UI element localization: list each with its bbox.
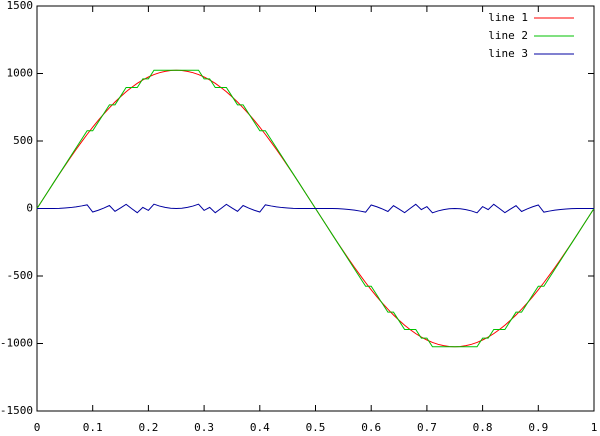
x-tick-label: 0.8 <box>473 421 493 434</box>
y-tick-label: 1000 <box>7 67 34 80</box>
legend-label: line 1 <box>488 11 528 24</box>
x-tick-label: 0.4 <box>250 421 270 434</box>
y-tick-label: 1500 <box>7 0 34 12</box>
series-line <box>37 203 594 214</box>
x-tick-label: 0.9 <box>528 421 548 434</box>
legend-label: line 3 <box>488 47 528 60</box>
y-tick-label: -500 <box>7 269 34 282</box>
y-tick-label: -1500 <box>0 404 33 417</box>
x-tick-label: 0.7 <box>417 421 437 434</box>
x-tick-label: 0.1 <box>83 421 103 434</box>
x-tick-label: 1 <box>591 421 598 434</box>
y-tick-label: 0 <box>26 202 33 215</box>
y-tick-label: 500 <box>13 134 33 147</box>
x-tick-label: 0.6 <box>361 421 381 434</box>
x-tick-label: 0 <box>34 421 41 434</box>
legend-label: line 2 <box>488 29 528 42</box>
x-tick-label: 0.2 <box>138 421 158 434</box>
x-tick-label: 0.5 <box>306 421 326 434</box>
x-tick-label: 0.3 <box>194 421 214 434</box>
y-tick-label: -1000 <box>0 337 33 350</box>
